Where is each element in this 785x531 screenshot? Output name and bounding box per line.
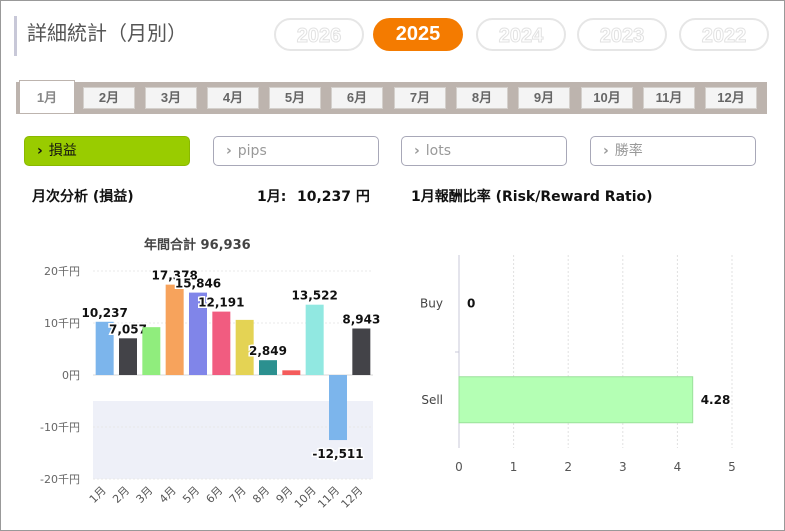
x-tick-label: 4月: [157, 484, 179, 506]
x-tick-label: 11月: [315, 484, 342, 511]
year-button-2022[interactable]: 2022: [679, 18, 769, 51]
data-label: 15,846: [175, 277, 221, 291]
y-tick-label: 10千円: [44, 317, 80, 330]
metric-label: pips: [237, 143, 267, 159]
bar-Sell: [458, 376, 694, 424]
x-tick-label: 0: [455, 460, 463, 474]
data-label: 7,057: [109, 322, 147, 336]
year-button-2026[interactable]: 2026: [274, 18, 364, 51]
bar-1月: [95, 321, 114, 375]
x-tick-label: 6月: [204, 484, 226, 506]
chevron-right-icon: ›: [226, 143, 232, 159]
tab-month-4[interactable]: 4月: [207, 87, 259, 109]
x-tick-label: 1月: [87, 484, 109, 506]
category-label: Buy: [420, 296, 443, 310]
year-button-2023[interactable]: 2023: [577, 18, 667, 51]
metric-button-winrate[interactable]: › 勝率: [590, 136, 756, 166]
bar-11月: [329, 375, 347, 441]
x-tick-label: 2月: [110, 484, 132, 506]
y-tick-label: -20千円: [40, 473, 80, 486]
x-tick-label: 2: [564, 460, 572, 474]
tab-month-12[interactable]: 12月: [705, 87, 757, 109]
bar-12月: [352, 328, 371, 375]
bar-2月: [119, 338, 137, 375]
metric-label: 損益: [48, 143, 77, 159]
category-label: Sell: [421, 393, 443, 407]
metric-button-pips[interactable]: › pips: [213, 136, 379, 166]
x-tick-label: 7月: [227, 484, 249, 506]
x-tick-label: 1: [510, 460, 518, 474]
bar-5月: [189, 292, 207, 375]
bar-9月: [282, 370, 301, 375]
bar-6月: [212, 311, 231, 375]
tab-month-10[interactable]: 10月: [581, 87, 633, 109]
data-label: -12,511: [312, 447, 363, 461]
y-tick-label: -10千円: [40, 421, 80, 434]
tab-month-6[interactable]: 6月: [331, 87, 383, 109]
data-label: 4.28: [701, 393, 731, 407]
metric-button-lots[interactable]: › lots: [401, 136, 567, 166]
tab-month-2[interactable]: 2月: [83, 87, 135, 109]
chevron-right-icon: ›: [37, 143, 43, 159]
data-label: 13,522: [292, 289, 338, 303]
x-tick-label: 4: [674, 460, 682, 474]
y-tick-label: 20千円: [44, 265, 80, 278]
tab-month-8[interactable]: 8月: [456, 87, 508, 109]
tab-month-3[interactable]: 3月: [145, 87, 197, 109]
x-tick-label: 12月: [339, 484, 366, 511]
chevron-right-icon: ›: [414, 143, 420, 159]
monthly-analysis-title: 月次分析 (損益): [32, 189, 134, 205]
selected-month-label: 1月:: [257, 189, 287, 205]
x-tick-label: 5: [728, 460, 736, 474]
annual-total: 年間合計 96,936: [144, 238, 251, 253]
data-label: 8,943: [342, 312, 380, 326]
metric-button-profit[interactable]: › 損益: [24, 136, 190, 166]
data-label: 2,849: [249, 344, 287, 358]
tab-month-5[interactable]: 5月: [269, 87, 321, 109]
bar-10月: [305, 304, 324, 375]
metric-label: 勝率: [614, 143, 643, 159]
metric-label: lots: [425, 143, 452, 159]
negative-zone: [93, 401, 373, 479]
x-tick-label: 10月: [292, 484, 319, 511]
x-tick-label: 5月: [180, 484, 202, 506]
data-label: 10,237: [82, 306, 128, 320]
month-tab-bar: [16, 82, 767, 114]
tab-month-1[interactable]: 1月: [19, 80, 75, 113]
tab-month-9[interactable]: 9月: [518, 87, 570, 109]
x-tick-label: 8月: [250, 484, 272, 506]
tab-month-11[interactable]: 11月: [643, 87, 695, 109]
data-label: 17,378: [152, 269, 198, 283]
y-tick-label: 0円: [62, 369, 80, 382]
x-tick-label: 3: [619, 460, 627, 474]
chevron-right-icon: ›: [603, 143, 609, 159]
page-title: 詳細統計（月別）: [14, 16, 187, 56]
rr-ratio-title: 1月報酬比率 (Risk/Reward Ratio): [411, 189, 653, 205]
selected-month-value: 10,237 円: [297, 189, 370, 205]
year-button-2025[interactable]: 2025: [373, 18, 463, 51]
data-label: 12,191: [198, 296, 244, 310]
data-label: 0: [467, 296, 475, 310]
bar-4月: [165, 284, 184, 375]
bar-8月: [259, 360, 277, 375]
risk-reward-chart: 0 1 2 3 4 5 Buy 0 Sell 4.28: [420, 255, 736, 474]
x-tick-label: 3月: [134, 484, 156, 506]
tab-month-7[interactable]: 7月: [394, 87, 446, 109]
bar-3月: [142, 327, 161, 375]
year-button-2024[interactable]: 2024: [476, 18, 566, 51]
monthly-profit-chart: 20千円 10千円 0円 -10千円 -20千円 10,237 1月 7,057 2月 3月 17,…: [40, 265, 382, 511]
bar-7月: [235, 319, 254, 375]
